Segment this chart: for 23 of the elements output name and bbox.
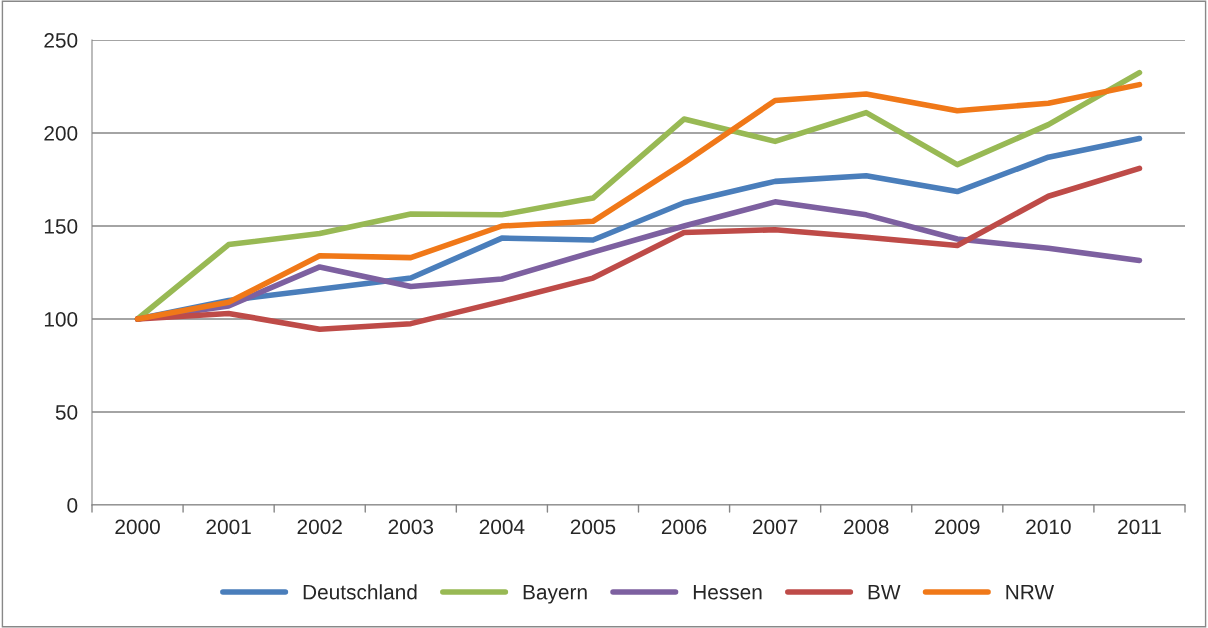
x-tick-label: 2003 — [388, 519, 434, 535]
x-tick-label: 2009 — [935, 519, 980, 535]
x-tick-label: 2008 — [844, 519, 889, 535]
x-tick-label: 2000 — [115, 519, 160, 535]
x-tick-label: 2005 — [570, 519, 616, 535]
legend-label: Bayern — [523, 584, 587, 604]
y-tick-label: 200 — [44, 126, 78, 141]
legend-label: NRW — [1006, 584, 1055, 600]
x-tick-label: 2010 — [1026, 519, 1071, 535]
y-tick-label: 50 — [55, 405, 78, 420]
x-tick-label: 2006 — [661, 519, 707, 535]
x-tick-label: 2001 — [206, 519, 251, 535]
legend-label: Deutschland — [303, 584, 417, 600]
x-tick-label: 2007 — [753, 519, 798, 535]
x-tick-label: 2004 — [479, 519, 525, 535]
x-tick-label: 2002 — [297, 519, 342, 535]
y-tick-label: 150 — [44, 219, 78, 234]
x-tick-label: 2011 — [1118, 519, 1161, 535]
legend-label: BW — [868, 584, 901, 600]
legend-label: Hessen — [693, 584, 762, 600]
y-tick-label: 250 — [44, 33, 78, 48]
y-tick-label: 100 — [44, 312, 78, 327]
y-tick-label: 0 — [67, 498, 78, 513]
